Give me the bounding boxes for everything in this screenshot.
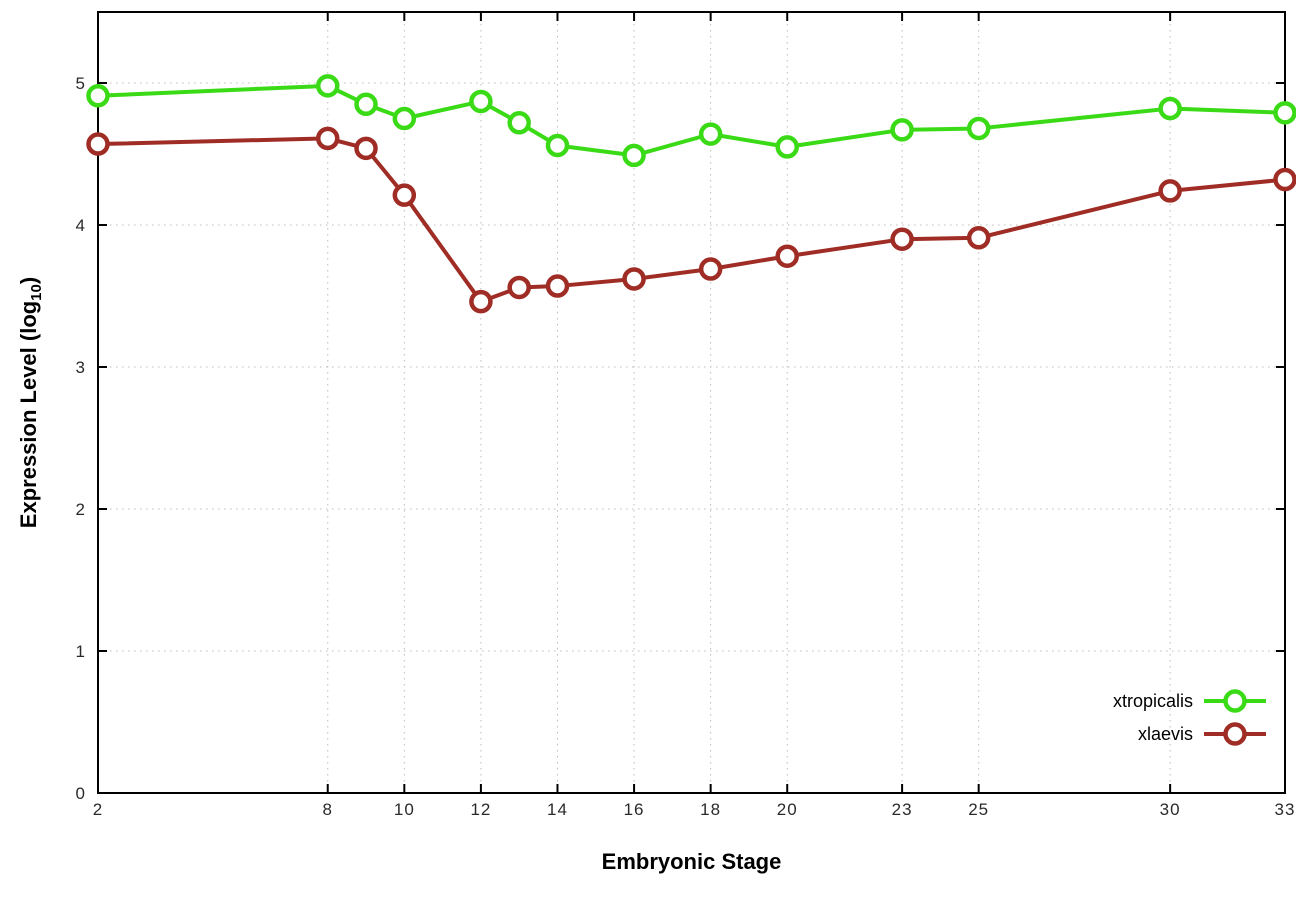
data-point-xtropicalis [354, 92, 378, 117]
data-point-xtropicalis [507, 111, 531, 135]
series-line-xlaevis [96, 136, 1287, 304]
data-point-xlaevis [698, 257, 723, 281]
y-tick-label: 1 [76, 642, 86, 661]
x-axis-label: Embryonic Stage [602, 849, 782, 874]
x-tick-label: 33 [1275, 800, 1296, 819]
y-tick-label: 3 [76, 358, 86, 377]
grid-lines [97, 12, 1286, 794]
legend-label-xlaevis: xlaevis [1138, 724, 1193, 744]
x-tick-label: 10 [394, 800, 415, 819]
tick-marks [97, 12, 1286, 794]
data-point-xlaevis [890, 227, 914, 251]
x-tick-label: 25 [968, 800, 989, 819]
data-point-xtropicalis [86, 84, 110, 108]
y-tick-label: 5 [76, 74, 86, 93]
x-tick-label: 8 [323, 800, 333, 819]
data-point-xlaevis [392, 183, 417, 207]
plot-border [97, 11, 1286, 794]
y-axis-label: Expression Level (log10) [16, 277, 45, 528]
data-point-xlaevis [545, 274, 570, 298]
series-markers-xlaevis [86, 126, 1296, 314]
data-point-xtropicalis [545, 133, 570, 158]
data-point-xlaevis [469, 289, 493, 314]
x-tick-label: 20 [777, 800, 798, 819]
data-point-xlaevis [966, 226, 991, 250]
y-tick-label: 0 [76, 784, 86, 803]
legend: xtropicalis xlaevis [1113, 689, 1266, 746]
data-point-xlaevis [1273, 167, 1296, 192]
data-point-xtropicalis [890, 118, 914, 142]
data-point-xlaevis [775, 244, 799, 268]
data-point-xlaevis [622, 267, 646, 291]
data-point-xlaevis [315, 126, 340, 151]
series-markers-xtropicalis [86, 74, 1296, 168]
x-tick-label: 23 [892, 800, 913, 819]
x-tick-labels: 2 8 10 12 14 16 18 20 23 25 30 33 [93, 800, 1296, 819]
x-tick-label: 14 [547, 800, 568, 819]
data-point-xlaevis [1158, 179, 1182, 203]
x-tick-label: 2 [93, 800, 103, 819]
data-point-xtropicalis [469, 89, 493, 114]
x-tick-label: 16 [624, 800, 645, 819]
x-tick-label: 18 [700, 800, 721, 819]
data-point-xtropicalis [698, 122, 723, 146]
y-tick-labels: 0 1 2 3 4 5 [76, 74, 86, 803]
x-tick-label: 30 [1160, 800, 1181, 819]
data-point-xtropicalis [392, 106, 417, 131]
data-point-xtropicalis [966, 116, 991, 141]
legend-label-xtropicalis: xtropicalis [1113, 691, 1193, 711]
y-tick-label: 2 [76, 500, 86, 519]
data-point-xtropicalis [1158, 96, 1182, 121]
data-point-xtropicalis [1273, 101, 1296, 125]
data-point-xtropicalis [315, 74, 340, 98]
series-line-xtropicalis [96, 83, 1287, 158]
y-tick-label: 4 [76, 216, 86, 235]
data-point-xlaevis [86, 132, 110, 156]
data-point-xtropicalis [775, 135, 799, 159]
legend-marker-xlaevis [1223, 722, 1247, 746]
x-tick-label: 12 [470, 800, 491, 819]
data-point-xlaevis [354, 136, 378, 161]
data-point-xtropicalis [622, 143, 646, 168]
data-point-xlaevis [507, 275, 531, 300]
legend-marker-xtropicalis [1223, 689, 1247, 713]
